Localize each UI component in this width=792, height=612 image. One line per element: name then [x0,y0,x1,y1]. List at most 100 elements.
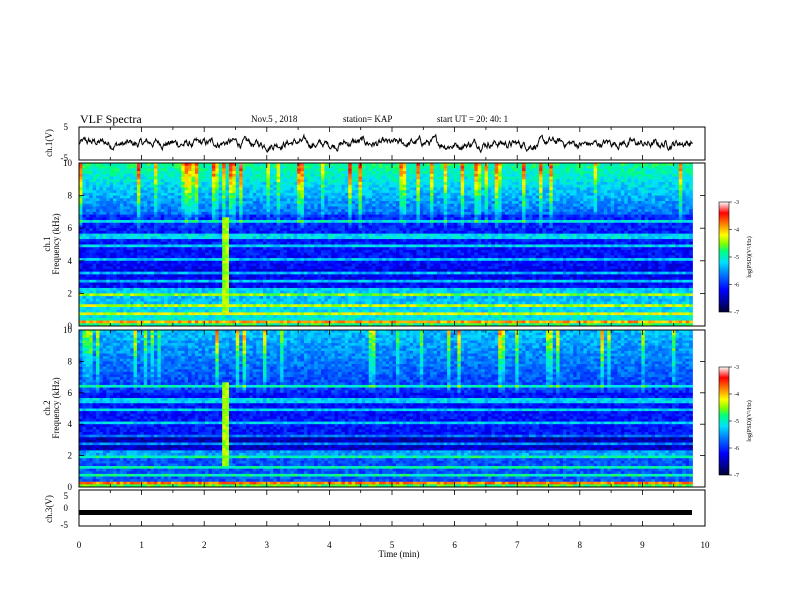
spectrogram-cell [607,228,612,232]
spectrogram-cell [413,168,417,172]
spectrogram-cell [573,184,577,188]
spectrogram-cell [375,184,380,188]
spectrogram-cell [106,230,111,235]
spectrogram-cell [648,171,652,175]
spectrogram-cell [481,198,485,202]
spectrogram-cell [402,217,407,221]
spectrogram-cell [365,233,370,237]
spectrogram-cell [484,198,489,202]
spectrogram-cell [259,163,264,167]
spectrogram-cell [559,192,564,196]
spectrogram-cell [419,220,424,224]
spectrogram-cell [586,217,591,221]
spectrogram-cell [338,214,342,218]
spectrogram-cell [307,182,312,186]
spectrogram-cell [430,165,434,169]
spectrogram-cell [157,236,162,240]
spectrogram-cell [440,230,445,235]
spectrogram-cell [99,187,104,191]
spectrogram-cell [661,192,666,196]
spectrogram-cell [689,230,693,235]
spectrogram-cell [487,176,492,180]
spectrogram-cell [338,187,342,191]
spectrogram-cell [545,228,550,232]
spectrogram-cell [211,206,216,210]
spectrogram-cell [644,184,649,188]
spectrogram-cell [607,195,612,199]
spectrogram-cell [433,201,438,205]
spectrogram-cell [181,168,186,172]
spectrogram-cell [464,176,468,180]
spectrogram-cell [113,217,117,221]
spectrogram-cell [569,173,574,177]
spectrogram-cell [324,168,329,172]
spectrogram-cell [457,176,462,180]
spectrogram-cell [218,222,223,226]
spectrogram-cell [222,163,226,167]
spectrogram-cell [477,217,482,221]
spectrogram-cell [235,187,240,191]
spectrogram-cell [385,203,390,207]
spectrogram-cell [324,171,329,175]
spectrogram-cell [634,203,639,207]
spectrogram-cell [583,217,588,221]
spectrogram-cell [474,220,479,224]
spectrogram-cell [177,217,182,221]
spectrogram-cell [481,206,485,210]
spectrogram-cell [614,214,618,218]
spectrogram-cell [522,206,526,210]
spectrogram-cell [246,233,250,237]
spectrogram-cell [79,228,83,232]
spectrogram-cell [430,214,434,218]
spectrogram-cell [174,228,179,232]
spectrogram-cell [658,209,663,213]
spectrogram-cell [368,233,373,237]
spectrogram-cell [447,233,451,237]
spectrogram-cell [402,165,407,169]
spectrogram-cell [576,176,581,180]
spectrogram-cell [239,203,243,207]
spectrogram-cell [368,187,373,191]
spectrogram-cell [188,222,192,226]
spectrogram-cell [344,236,349,240]
spectrogram-cell [89,203,94,207]
spectrogram-cell [194,228,199,232]
spectrogram-cell [433,176,438,180]
spectrogram-cell [470,214,475,218]
spectrogram-cell [498,179,503,183]
spectrogram-cell [242,201,247,205]
spectrogram-cell [375,190,380,194]
spectrogram-cell [491,211,496,216]
spectrogram-cell [392,173,397,177]
spectrogram-cell [153,171,158,175]
spectrogram-cell [338,236,342,240]
spectrogram-cell [402,168,407,172]
spectrogram-cell [348,176,353,180]
spectrogram-cell [99,176,104,180]
spectrogram-cell [269,236,274,240]
spectrogram-cell [668,195,673,199]
spectrogram-cell [528,209,533,213]
spectrogram-cell [242,217,247,221]
spectrogram-cell [307,165,312,169]
spectrogram-cell [385,214,390,218]
spectrogram-cell [147,228,151,232]
spectrogram-cell [79,192,83,196]
spectrogram-cell [126,195,131,199]
spectrogram-cell [556,173,560,177]
spectrogram-cell [191,187,196,191]
spectrogram-cell [218,225,223,229]
spectrogram-cell [505,209,509,213]
spectrogram-cell [239,225,243,229]
spectrogram-cell [392,225,397,229]
spectrogram-cell [215,163,220,167]
spectrogram-cell [133,233,138,237]
spectrogram-cell [211,228,216,232]
spectrogram-cell [276,209,281,213]
spectrogram-cell [303,192,308,196]
spectrogram-cell [511,187,516,191]
spectrogram-cell [102,214,107,218]
spectrogram-cell [532,206,537,210]
spectrogram-cell [327,217,332,221]
spectrogram-cell [637,192,642,196]
